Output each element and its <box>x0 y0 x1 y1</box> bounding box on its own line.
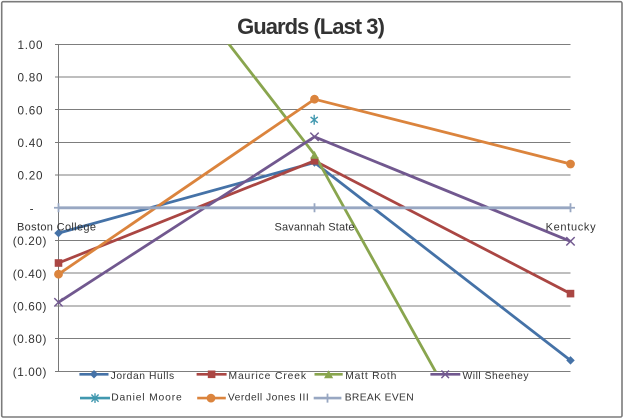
svg-text:0.20: 0.20 <box>18 170 43 183</box>
svg-text:-: - <box>30 202 34 215</box>
svg-text:(1.00): (1.00) <box>13 366 47 379</box>
svg-text:Maurice Creek: Maurice Creek <box>229 371 307 382</box>
svg-text:1.00: 1.00 <box>18 39 43 52</box>
svg-text:(0.80): (0.80) <box>13 333 47 346</box>
svg-text:Will Sheehey: Will Sheehey <box>463 371 530 382</box>
svg-text:Guards (Last 3): Guards (Last 3) <box>237 14 385 39</box>
svg-text:Savannah State: Savannah State <box>275 222 355 234</box>
svg-text:0.40: 0.40 <box>18 137 43 150</box>
svg-text:Daniel Moore: Daniel Moore <box>111 392 182 403</box>
svg-text:0.60: 0.60 <box>18 104 43 117</box>
svg-text:Verdell Jones III: Verdell Jones III <box>228 392 309 403</box>
svg-text:0.80: 0.80 <box>18 72 43 85</box>
svg-text:(0.40): (0.40) <box>13 268 47 281</box>
svg-text:Kentucky: Kentucky <box>546 222 597 234</box>
svg-text:(0.60): (0.60) <box>13 301 47 314</box>
svg-text:Boston College: Boston College <box>17 222 96 234</box>
svg-text:(0.20): (0.20) <box>13 235 47 248</box>
svg-text:Matt Roth: Matt Roth <box>345 371 396 382</box>
svg-text:Jordan Hulls: Jordan Hulls <box>111 371 175 382</box>
svg-text:BREAK EVEN: BREAK EVEN <box>345 392 414 403</box>
